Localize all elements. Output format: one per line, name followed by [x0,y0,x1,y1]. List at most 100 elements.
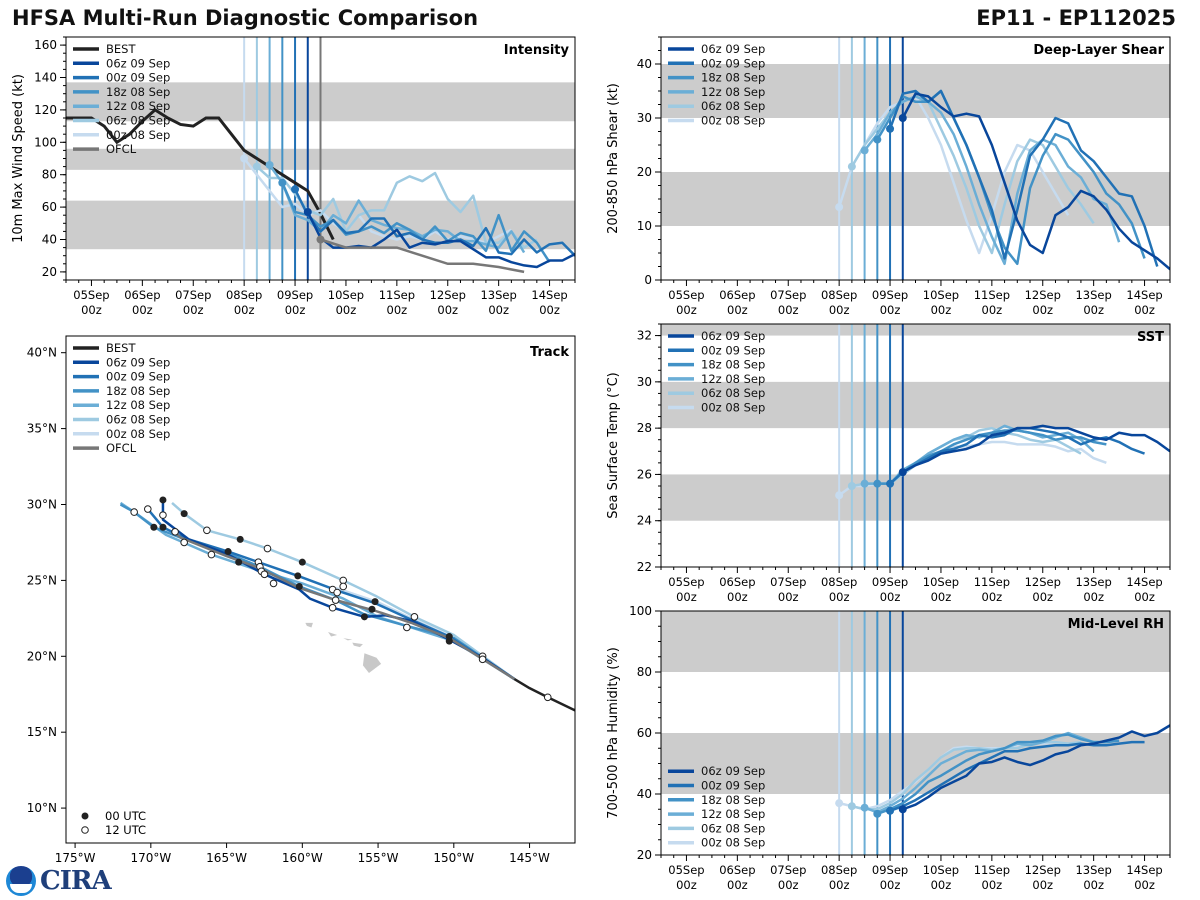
legend-label: 12z 08 Sep [701,372,765,386]
series-line-06z-09-Sep [306,211,575,269]
x-tick-label-hour: 00z [931,590,952,604]
legend-label: 00z 09 Sep [701,779,765,793]
legend-marker-12utc [81,826,89,834]
x-tick-label-day: 10Sep [923,863,959,877]
series-start-point [886,479,895,488]
y-tick-label: 80 [637,665,652,679]
series-start-point [860,146,869,155]
track-marker-12utc [203,526,211,535]
series-start-point [835,799,844,808]
series-line-06z-09-Sep [902,724,1170,811]
x-tick-label-day: 06Sep [719,863,755,877]
series-line-18z-08-Sep [876,733,1120,816]
y-tick-label: 0 [644,273,652,287]
series-start-point [847,482,856,490]
threshold-band [661,381,1170,429]
series-start-point [886,806,895,815]
x-tick-label-hour: 00z [829,303,850,317]
series-line-06z-09-Sep [902,424,1170,474]
x-tick-label-hour: 00z [880,590,901,604]
y-tick-label: 32 [637,329,652,343]
y-tick-label: 40 [637,787,652,801]
series-start-point [898,468,907,477]
legend-label: 00z 08 Sep [106,427,170,441]
island-land [362,653,382,673]
y-tick-label: 100 [629,604,652,618]
sst-panel: 05Sep00z06Sep00z07Sep00z08Sep00z09Sep00z… [606,323,1171,604]
y-tick-label: 100 [34,135,57,149]
ofcl-start-point [316,235,325,244]
legend-label: 06z 09 Sep [106,56,170,70]
series-start-point [240,154,249,163]
track-marker-12utc [144,505,152,513]
x-tick-label-hour: 00z [437,303,458,317]
legend-label: 06z 09 Sep [106,355,170,369]
series-line-06z-09-Sep [901,92,1170,271]
track-marker-12utc [207,550,216,559]
x-tick-label-hour: 00z [1032,590,1053,604]
sst-plot-area [661,324,1170,567]
x-tick-label-hour: 00z [829,590,850,604]
y-tick-label: 24 [637,514,652,528]
x-tick-label-day: 07Sep [770,863,806,877]
x-tick-label: 165°W [206,851,247,865]
x-tick-label-hour: 00z [234,303,255,317]
x-tick-label-day: 13Sep [1075,288,1111,302]
x-tick-label-day: 07Sep [175,288,211,302]
series-start-point [873,809,882,818]
legend-label: 12z 08 Sep [106,99,170,113]
x-tick-label-hour: 00z [285,303,306,317]
x-tick-label-day: 12Sep [1025,288,1061,302]
storm-id: EP11 - EP112025 [976,6,1176,30]
threshold-band [661,324,1170,336]
legend-label: 00z 09 Sep [106,71,170,85]
track-marker-00utc [368,605,376,613]
series-start-point [291,185,300,194]
y-tick-label: 40 [637,57,652,71]
x-tick-label-hour: 00z [778,303,799,317]
legend-marker-00utc [81,812,89,820]
series-start-point [873,479,882,488]
x-tick-label-hour: 00z [132,303,153,317]
x-tick-label-day: 05Sep [73,288,109,302]
x-tick-label-day: 05Sep [668,288,704,302]
legend-label: BEST [106,341,136,355]
legend-label: 18z 08 Sep [701,71,765,85]
threshold-band [661,474,1170,521]
ofcl-line [320,238,525,274]
series-line-12z-08-Sep [268,164,526,254]
x-tick-label-day: 09Sep [872,288,908,302]
shear-panel: 05Sep00z06Sep00z07Sep00z08Sep00z09Sep00z… [606,36,1171,317]
legend-label: 18z 08 Sep [701,793,765,807]
x-tick-label-day: 11Sep [379,288,415,302]
legend-label: 06z 08 Sep [106,114,170,128]
x-tick-label-day: 12Sep [1025,575,1061,589]
x-tick-label-hour: 00z [539,303,560,317]
y-tick-label: 22 [637,560,652,574]
legend-label: 06z 09 Sep [701,42,765,56]
track-marker-12utc [410,613,419,621]
track-frame [65,335,576,844]
track-marker-00utc [445,637,453,645]
x-tick-label-hour: 00z [1083,303,1104,317]
island-land [328,632,338,637]
shear-plot-area [661,37,1170,280]
track-line-best [513,677,575,712]
x-tick-label-day: 12Sep [430,288,466,302]
x-tick-label-hour: 00z [778,878,799,892]
legend-label: 12 UTC [105,823,146,837]
legend-label: 00z 09 Sep [701,56,765,70]
y-tick-label: 30 [637,111,652,125]
legend-label: 00 UTC [105,809,146,823]
legend-label: BEST [106,42,136,56]
legend-label: 18z 08 Sep [701,358,765,372]
panel-title: Mid-Level RH [1068,617,1164,632]
y-tick-label: 26 [637,467,652,481]
series-line-18z-08-Sep [876,89,1146,266]
y-axis-label: 10m Max Wind Speed (kt) [11,74,26,243]
track-marker-12utc [328,603,337,612]
y-tick-label: 30 [637,375,652,389]
x-tick-label-day: 12Sep [1025,863,1061,877]
y-tick-label: 160 [34,38,57,52]
track-marker-00utc [159,523,167,531]
